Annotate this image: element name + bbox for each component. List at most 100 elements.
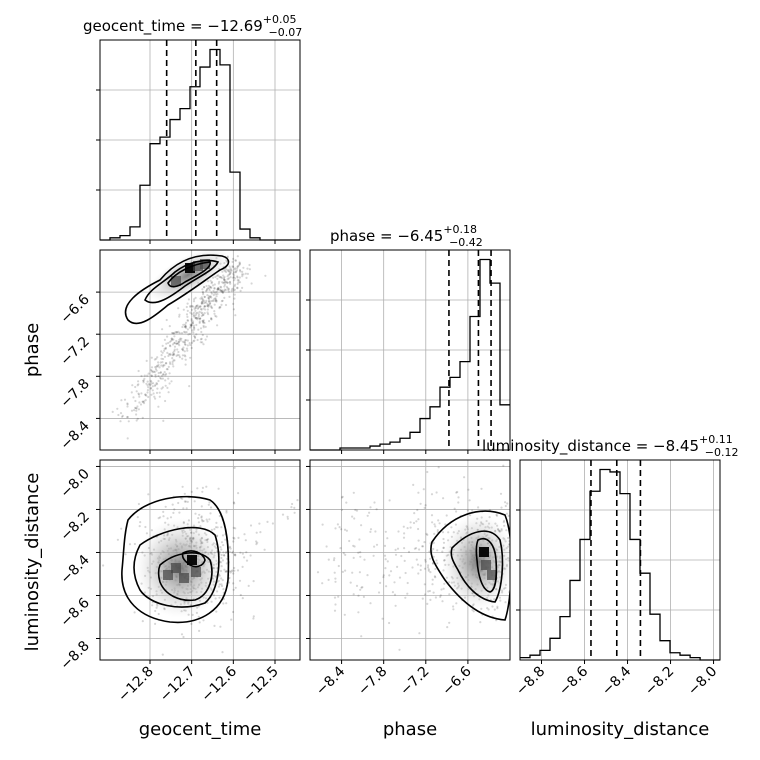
scatter-point xyxy=(227,288,230,291)
scatter-point xyxy=(384,558,387,561)
scatter-point xyxy=(241,286,244,289)
density-pixel xyxy=(185,263,195,273)
scatter-point xyxy=(169,345,172,348)
scatter-point xyxy=(224,268,227,271)
scatter-point xyxy=(241,565,244,569)
scatter-point xyxy=(188,385,191,388)
scatter-point xyxy=(189,325,192,328)
scatter-point xyxy=(155,391,159,394)
scatter-point xyxy=(333,557,336,560)
scatter-point xyxy=(210,306,213,309)
scatter-point xyxy=(228,268,231,271)
scatter-point xyxy=(192,311,195,314)
scatter-point xyxy=(200,302,204,305)
scatter-point xyxy=(442,541,446,544)
scatter-point xyxy=(209,295,212,298)
scatter-point xyxy=(200,296,203,299)
scatter-point xyxy=(162,510,165,513)
scatter-point xyxy=(534,563,536,565)
x-tick-label-geocent_time: −12.5 xyxy=(240,664,282,706)
scatter-point xyxy=(507,514,510,518)
scatter-point xyxy=(185,313,189,316)
scatter-point xyxy=(191,305,195,308)
y-axis-label-phase: phase xyxy=(22,323,43,377)
scatter-point xyxy=(511,564,513,566)
density-panel-luminosity-distance-vs-phase xyxy=(310,460,544,660)
scatter-point xyxy=(227,290,230,293)
scatter-point xyxy=(513,550,515,552)
scatter-point xyxy=(334,577,337,580)
scatter-point xyxy=(168,372,171,375)
scatter-point xyxy=(520,539,522,541)
scatter-point xyxy=(455,602,458,605)
scatter-point xyxy=(208,304,211,307)
scatter-point xyxy=(281,513,285,516)
scatter-point xyxy=(228,273,231,276)
scatter-point xyxy=(205,518,208,521)
scatter-point xyxy=(190,312,193,315)
scatter-point xyxy=(143,374,146,377)
scatter-point xyxy=(154,366,157,369)
scatter-point xyxy=(516,546,518,548)
scatter-point xyxy=(178,332,181,335)
scatter-point xyxy=(232,289,235,292)
scatter-point xyxy=(178,313,181,316)
scatter-point xyxy=(234,314,237,317)
frame-luminosity_distance_vs_phase xyxy=(309,459,511,661)
scatter-point xyxy=(224,303,228,307)
y-axis-label-luminosity-distance: luminosity_distance xyxy=(22,473,43,652)
scatter-point xyxy=(394,553,398,556)
scatter-point xyxy=(191,322,194,325)
scatter-point xyxy=(177,340,180,343)
scatter-point xyxy=(170,337,173,341)
scatter-point xyxy=(241,273,244,276)
scatter-point xyxy=(221,281,224,284)
scatter-point xyxy=(419,568,422,572)
scatter-point xyxy=(157,612,160,616)
scatter-point xyxy=(241,552,244,555)
scatter-point xyxy=(369,506,372,509)
scatter-point xyxy=(529,506,531,508)
scatter-point xyxy=(480,487,483,490)
scatter-point xyxy=(166,386,169,389)
scatter-point xyxy=(375,543,379,546)
scatter-point xyxy=(146,380,149,383)
scatter-point xyxy=(150,380,153,383)
scatter-point xyxy=(193,298,196,301)
scatter-point xyxy=(164,346,167,349)
scatter-point xyxy=(193,339,196,342)
scatter-point xyxy=(201,319,204,322)
scatter-point xyxy=(204,308,207,311)
title-geocent-time: geocent_time = −12.69+0.05 −0.07 xyxy=(83,13,302,39)
scatter-point xyxy=(196,318,199,321)
scatter-point xyxy=(234,553,237,556)
scatter-point xyxy=(406,527,409,530)
scatter-point xyxy=(241,275,244,278)
scatter-point xyxy=(406,581,409,585)
x-tick-label-phase: −7.2 xyxy=(397,664,432,699)
scatter-point xyxy=(252,617,255,620)
scatter-point xyxy=(200,311,203,314)
scatter-point xyxy=(193,327,196,330)
scatter-point xyxy=(191,341,194,344)
scatter-point xyxy=(542,542,544,544)
scatter-point xyxy=(196,338,199,342)
scatter-point xyxy=(363,558,366,561)
scatter-point xyxy=(252,615,255,618)
scatter-point xyxy=(171,338,174,341)
scatter-point xyxy=(184,325,187,328)
scatter-point xyxy=(455,510,458,513)
scatter-point xyxy=(156,383,159,386)
scatter-point xyxy=(234,271,237,274)
scatter-point xyxy=(221,290,225,294)
scatter-point xyxy=(228,550,231,553)
scatter-point xyxy=(209,512,212,515)
scatter-point xyxy=(236,276,239,279)
scatter-point xyxy=(333,596,337,599)
scatter-point xyxy=(216,526,219,529)
scatter-point xyxy=(197,615,200,618)
scatter-point xyxy=(142,379,145,382)
scatter-point xyxy=(427,564,430,567)
scatter-point xyxy=(128,543,132,546)
scatter-point xyxy=(193,500,196,503)
